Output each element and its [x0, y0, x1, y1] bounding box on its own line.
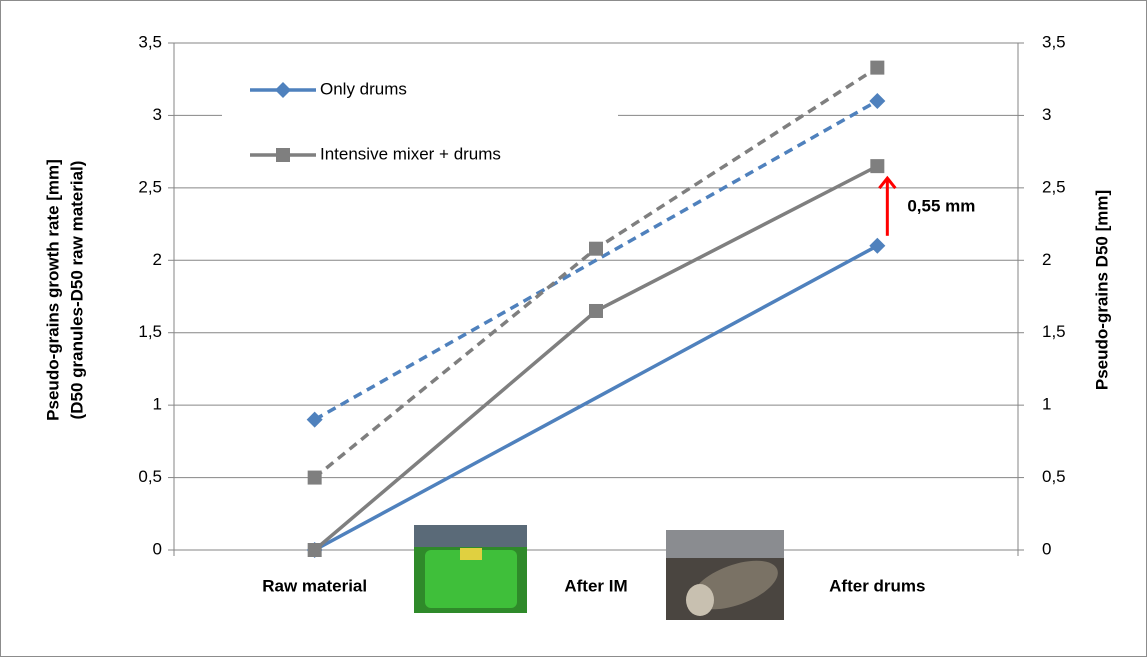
y-tick-label: 0,5 — [138, 467, 162, 486]
series-line — [313, 244, 879, 552]
legend-label: Only drums — [320, 79, 407, 98]
marker — [307, 470, 322, 485]
marker — [275, 82, 291, 98]
y2-tick-label: 1,5 — [1042, 322, 1066, 341]
x-tick-label: After IM — [564, 576, 627, 595]
series-line — [313, 99, 879, 422]
y2-tick-label: 0,5 — [1042, 467, 1066, 486]
y2-tick-label: 1 — [1042, 395, 1051, 414]
marker — [870, 60, 885, 75]
y2-axis-title: Pseudo-grains D50 [mm] — [1092, 190, 1111, 390]
marker — [306, 411, 323, 428]
marker — [276, 148, 290, 162]
marker — [589, 303, 603, 318]
y2-tick-label: 2 — [1042, 250, 1051, 269]
y2-tick-label: 3 — [1042, 105, 1051, 124]
marker — [869, 237, 886, 254]
photo-im — [414, 525, 527, 613]
y2-tick-label: 0 — [1042, 539, 1051, 558]
y-axis-title: (D50 granules-D50 raw material) — [67, 161, 86, 420]
plot: 0,55 mm — [306, 60, 975, 558]
y-axis-title: Pseudo-grains growth rate [mm] — [43, 159, 62, 421]
marker — [589, 241, 603, 256]
photo-drums — [666, 530, 784, 620]
y-tick-label: 3 — [153, 105, 162, 124]
annotation-arrowhead — [878, 175, 897, 190]
y-tick-label: 1 — [153, 395, 162, 414]
x-tick-label: After drums — [829, 576, 925, 595]
marker — [870, 159, 885, 174]
legend-box — [222, 66, 618, 186]
legend: Only drums Intensive mixer + drums — [222, 66, 618, 186]
y-tick-label: 3,5 — [138, 32, 162, 51]
y2-tick-label: 3,5 — [1042, 32, 1066, 51]
y-tick-label: 0 — [153, 539, 162, 558]
y-tick-label: 2,5 — [138, 177, 162, 196]
marker — [869, 92, 886, 109]
y-tick-label: 2 — [153, 250, 162, 269]
y-tick-label: 1,5 — [138, 322, 162, 341]
x-tick-label: Raw material — [262, 576, 367, 595]
annotation: 0,55 mm — [907, 196, 975, 215]
legend-label: Intensive mixer + drums — [320, 144, 501, 163]
y2-tick-label: 2,5 — [1042, 177, 1066, 196]
marker — [307, 543, 322, 557]
